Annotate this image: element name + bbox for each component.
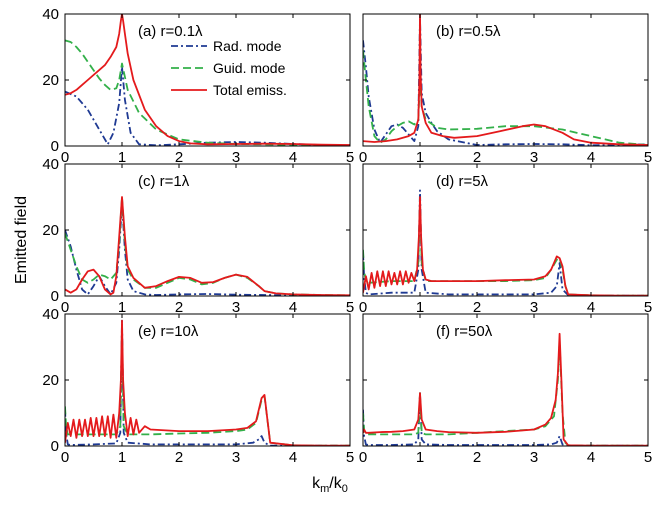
panel-a-xtick-label: 3	[232, 149, 240, 166]
panel-d-title: (d) r=5λ	[436, 173, 489, 190]
panel-a-ytick-label: 20	[42, 72, 59, 89]
panel-d-xtick-label: 3	[530, 299, 538, 316]
panel-b-xtick-label: 5	[644, 149, 652, 166]
x-axis-label-sub-m: m	[320, 483, 329, 495]
x-axis-label: km/k0	[312, 475, 348, 495]
panel-c-xtick-label: 4	[289, 299, 297, 316]
legend-entry: Rad. mode	[171, 38, 282, 54]
panel-d-xtick-label: 4	[587, 299, 595, 316]
panel-a-series-rad-mode	[65, 65, 350, 146]
panel-a-frame	[64, 13, 351, 147]
panel-e-series	[65, 319, 350, 446]
panel-e-title: (e) r=10λ	[138, 323, 199, 340]
panel-d-series	[363, 189, 648, 296]
panel-e-xtick-label: 2	[175, 449, 183, 466]
panel-c-xtick-label: 1	[118, 299, 126, 316]
panel-b-series-guid-mode	[363, 50, 648, 146]
panel-f-series-rad-mode	[363, 392, 648, 446]
legend-label: Rad. mode	[213, 38, 282, 54]
panel-c-xtick-label: 3	[232, 299, 240, 316]
panel-c-series-total-emiss	[65, 196, 350, 296]
panel-f-xtick-label: 3	[530, 449, 538, 466]
panel-f-xtick-label: 0	[359, 449, 367, 466]
x-axis-label-sub-0: 0	[342, 483, 348, 495]
panel-c-series	[65, 196, 350, 296]
panel-c-frame	[64, 163, 351, 297]
panel-e-xtick-label: 1	[118, 449, 126, 466]
panel-a-xtick-label: 1	[118, 149, 126, 166]
panel-a-series	[65, 14, 350, 146]
panel-a-xtick-label: 4	[289, 149, 297, 166]
panel-d-series-total-emiss	[363, 196, 648, 296]
panel-b-xtick-label: 1	[416, 149, 424, 166]
panel-f-series-total-emiss	[363, 332, 648, 446]
panel-b-xtick-label: 4	[587, 149, 595, 166]
panel-f-series	[363, 332, 648, 446]
panel-b-series-total-emiss	[363, 14, 648, 146]
panel-e: 0 1 2 3 4 5 0 20 40 (e) r=10λ	[42, 306, 354, 466]
panel-d-series-guid-mode	[363, 202, 648, 296]
x-axis-label-k: k	[312, 475, 321, 492]
panel-a-ytick-label: 0	[51, 138, 59, 155]
panel-f-xtick-label: 4	[587, 449, 595, 466]
panel-d-xtick-label: 1	[416, 299, 424, 316]
legend-entry: Guid. mode	[171, 60, 286, 76]
panel-b-xtick-label: 3	[530, 149, 538, 166]
panel-a-xtick-label: 2	[175, 149, 183, 166]
panel-a-title: (a) r=0.1λ	[138, 23, 203, 40]
legend: Rad. mode Guid. mode Total emiss.	[171, 38, 287, 98]
x-axis-label-sep: /k	[329, 475, 342, 492]
panel-e-xtick-label: 0	[61, 449, 69, 466]
legend-label: Total emiss.	[213, 82, 287, 98]
panel-d: 0 1 2 3 4 5 (d) r=5λ	[359, 163, 652, 316]
panel-e-xtick-label: 4	[289, 449, 297, 466]
panel-b: 0 1 2 3 4 5 (b) r=0.5λ	[359, 13, 652, 166]
panel-f: 0 1 2 3 4 5 (f) r=50λ	[359, 313, 652, 466]
panel-e-series-guid-mode	[65, 329, 350, 446]
panel-e-xtick-label: 5	[346, 449, 354, 466]
panel-c-ytick-label: 40	[42, 156, 59, 173]
panel-c-xtick-label: 2	[175, 299, 183, 316]
panel-f-title: (f) r=50λ	[436, 323, 493, 340]
panel-a-ytick-label: 40	[42, 6, 59, 23]
panel-f-xtick-label: 5	[644, 449, 652, 466]
panel-b-title: (b) r=0.5λ	[436, 23, 501, 40]
panel-b-xtick-label: 2	[473, 149, 481, 166]
panel-e-ytick-label: 0	[51, 438, 59, 455]
panel-e-ytick-label: 20	[42, 372, 59, 389]
panel-a-xtick-label: 0	[61, 149, 69, 166]
panel-a-xtick-label: 5	[346, 149, 354, 166]
panel-c: 0 1 2 3 4 5 0 20 40 (c) r=1λ	[42, 156, 354, 316]
panel-a: 0 1 2 3 4 5 0 20 40 (a) r=0.1λ	[42, 6, 354, 166]
panel-d-xtick-label: 0	[359, 299, 367, 316]
panel-c-xtick-label: 0	[61, 299, 69, 316]
panel-f-xtick-label: 2	[473, 449, 481, 466]
legend-label: Guid. mode	[213, 60, 286, 76]
panel-e-series-rad-mode	[65, 319, 350, 446]
panel-e-series-total-emiss	[65, 319, 350, 446]
panel-d-xtick-label: 5	[644, 299, 652, 316]
panel-d-frame	[362, 163, 649, 297]
panel-f-xtick-label: 1	[416, 449, 424, 466]
panel-a-series-total-emiss	[65, 14, 350, 146]
y-axis-label: Emitted field	[13, 196, 30, 284]
panel-d-series-rad-mode	[363, 189, 648, 296]
panel-a-series-guid-mode	[65, 39, 350, 146]
panel-c-ytick-label: 0	[51, 288, 59, 305]
panel-d-xtick-label: 2	[473, 299, 481, 316]
panel-e-ytick-label: 40	[42, 306, 59, 323]
panel-e-frame	[64, 313, 351, 447]
panel-c-series-guid-mode	[65, 196, 350, 296]
panel-c-title: (c) r=1λ	[138, 173, 190, 190]
panel-c-xtick-label: 5	[346, 299, 354, 316]
panel-e-xtick-label: 3	[232, 449, 240, 466]
panel-b-xtick-label: 0	[359, 149, 367, 166]
panel-c-ytick-label: 20	[42, 222, 59, 239]
panel-b-series	[363, 14, 648, 146]
panel-f-frame	[362, 313, 649, 447]
legend-entry: Total emiss.	[171, 82, 287, 98]
